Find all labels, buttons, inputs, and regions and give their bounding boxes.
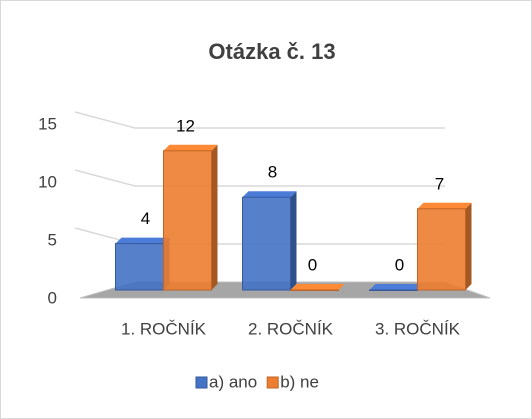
bar xyxy=(290,289,339,291)
data-label: 4 xyxy=(141,209,150,228)
bar-top xyxy=(417,202,472,209)
bar xyxy=(369,289,418,291)
y-tick-label: 5 xyxy=(48,230,57,249)
data-label: 12 xyxy=(176,116,195,135)
legend-swatch xyxy=(195,376,208,389)
grid-line xyxy=(74,111,445,129)
y-tick-label: 15 xyxy=(38,114,57,133)
legend-label: a) ano xyxy=(209,372,257,391)
grid-line xyxy=(74,169,445,187)
data-label: 8 xyxy=(268,163,277,182)
bar-top xyxy=(115,237,170,244)
bar-side xyxy=(211,144,218,290)
bar-top xyxy=(242,191,297,198)
bar xyxy=(163,150,212,291)
x-tick-label: 1. ROČNÍK xyxy=(121,319,207,338)
y-tick-label: 10 xyxy=(38,172,57,191)
bar-top xyxy=(290,284,345,290)
bar-top xyxy=(369,284,424,290)
legend-label: b) ne xyxy=(280,372,319,391)
bar-side xyxy=(290,191,297,290)
bar xyxy=(417,208,466,291)
legend-swatch xyxy=(266,376,279,389)
y-tick-label: 0 xyxy=(48,288,57,307)
bar-side xyxy=(465,202,472,290)
data-label: 7 xyxy=(435,174,444,193)
data-label: 0 xyxy=(308,255,317,274)
x-tick-label: 2. ROČNÍK xyxy=(248,319,334,338)
data-label: 0 xyxy=(395,255,404,274)
x-tick-label: 3. ROČNÍK xyxy=(375,319,461,338)
bar-top xyxy=(163,144,218,151)
chart-title: Otázka č. 13 xyxy=(208,39,335,64)
bar xyxy=(115,243,164,291)
bar xyxy=(242,196,291,291)
